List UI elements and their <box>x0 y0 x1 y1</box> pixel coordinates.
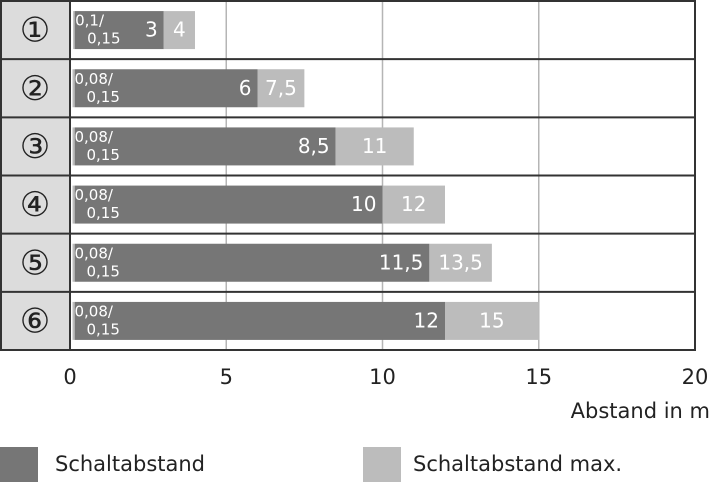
value-label: 12 <box>414 308 439 332</box>
range-end-label: 0,15 <box>87 88 120 106</box>
bar <box>382 185 445 224</box>
value-label: 15 <box>479 308 504 332</box>
range-start-label: 0,08/ <box>75 128 114 146</box>
bar <box>74 243 430 282</box>
x-tick-label: 5 <box>220 365 233 389</box>
value-label: 7,5 <box>265 76 297 100</box>
near-range <box>73 11 75 50</box>
range-end-label: 0,15 <box>87 30 120 48</box>
bar <box>74 11 164 50</box>
value-label: 11 <box>362 134 387 158</box>
range-start-label: 0,1/ <box>75 12 105 30</box>
value-label: 6 <box>239 76 252 100</box>
value-label: 13,5 <box>438 250 483 274</box>
value-label: 11,5 <box>379 250 424 274</box>
near-range <box>72 301 75 340</box>
value-label: 12 <box>401 192 426 216</box>
near-range <box>72 127 75 166</box>
x-tick-label: 10 <box>369 365 396 389</box>
range-end-label: 0,15 <box>87 146 120 164</box>
x-tick-label: 0 <box>63 365 76 389</box>
value-label: 10 <box>351 192 376 216</box>
category-label: ① <box>20 11 50 51</box>
range-start-label: 0,08/ <box>75 244 114 262</box>
value-label: 8,5 <box>298 134 330 158</box>
legend-swatch <box>363 447 401 482</box>
legend-swatch <box>0 447 38 482</box>
range-end-label: 0,15 <box>87 262 120 280</box>
x-tick-label: 20 <box>682 365 709 389</box>
bar <box>445 301 539 340</box>
legend-label: Schaltabstand max. <box>413 452 622 476</box>
near-range <box>72 185 75 224</box>
near-range <box>72 69 75 108</box>
bar <box>74 185 383 224</box>
x-tick-label: 15 <box>525 365 552 389</box>
value-label: 4 <box>173 18 186 42</box>
category-label: ③ <box>20 127 50 167</box>
x-axis-label: Abstand in m <box>571 399 710 423</box>
range-start-label: 0,08/ <box>75 70 114 88</box>
value-label: 3 <box>145 18 158 42</box>
range-start-label: 0,08/ <box>75 302 114 320</box>
near-range <box>72 243 75 282</box>
bar <box>74 127 336 166</box>
range-start-label: 0,08/ <box>75 186 114 204</box>
category-label: ⑥ <box>20 301 50 341</box>
range-end-label: 0,15 <box>87 320 120 338</box>
bar <box>257 69 305 108</box>
range-end-label: 0,15 <box>87 204 120 222</box>
legend-label: Schaltabstand <box>55 452 205 476</box>
bar <box>163 11 195 50</box>
category-label: ② <box>20 69 50 109</box>
bar <box>335 127 414 166</box>
category-label: ⑤ <box>20 243 50 283</box>
bar <box>429 243 492 282</box>
bar <box>74 301 445 340</box>
bar <box>74 69 258 108</box>
plot-border <box>0 0 696 351</box>
category-label: ④ <box>20 185 50 225</box>
